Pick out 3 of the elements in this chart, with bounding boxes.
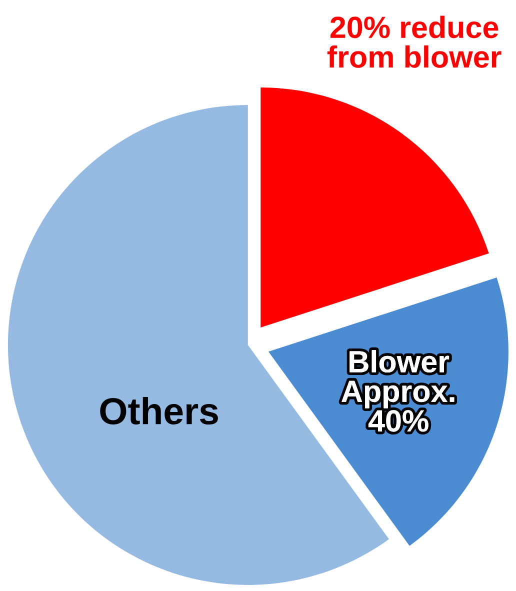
slice-label: Others: [100, 396, 218, 425]
slice-label: 20% reduce from blower: [327, 16, 502, 68]
slice-label: Blower Approx. 40%: [342, 350, 454, 432]
